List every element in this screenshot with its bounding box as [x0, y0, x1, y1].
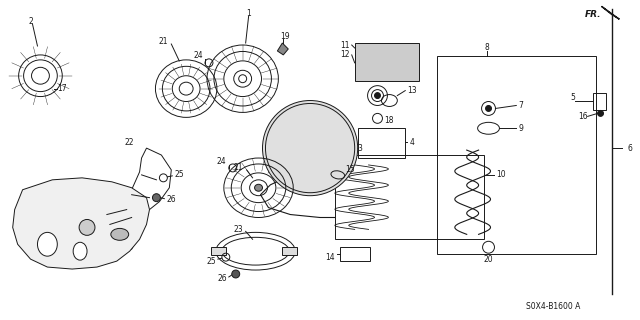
- Text: 14: 14: [325, 253, 335, 262]
- Text: 20: 20: [484, 255, 493, 264]
- Text: 19: 19: [280, 32, 290, 41]
- Text: 1: 1: [246, 9, 251, 18]
- Circle shape: [262, 100, 358, 196]
- Text: 22: 22: [125, 138, 134, 147]
- Text: 24: 24: [193, 52, 203, 60]
- Text: 24: 24: [216, 157, 226, 166]
- Bar: [340, 247, 369, 261]
- Text: 18: 18: [385, 116, 394, 125]
- Ellipse shape: [38, 232, 58, 256]
- Text: 4: 4: [409, 138, 414, 147]
- Bar: [282, 247, 297, 255]
- Text: 5: 5: [570, 93, 575, 102]
- Text: 15: 15: [307, 185, 316, 194]
- Text: 8: 8: [484, 44, 489, 52]
- Text: 6: 6: [627, 144, 632, 153]
- Ellipse shape: [111, 228, 129, 240]
- Circle shape: [232, 270, 240, 278]
- Bar: [437, 56, 596, 254]
- Ellipse shape: [73, 242, 87, 260]
- Text: 15: 15: [345, 165, 355, 174]
- Text: 21: 21: [233, 164, 243, 172]
- Polygon shape: [277, 43, 288, 55]
- Text: 17: 17: [58, 84, 67, 93]
- Text: 26: 26: [166, 195, 176, 204]
- Text: 11: 11: [340, 41, 349, 50]
- Text: 26: 26: [217, 275, 227, 284]
- Circle shape: [79, 220, 95, 235]
- Text: 25: 25: [206, 257, 216, 266]
- Text: 10: 10: [497, 170, 506, 180]
- Text: FR.: FR.: [585, 10, 601, 19]
- Bar: [593, 92, 607, 110]
- Text: 13: 13: [407, 86, 417, 95]
- Text: 7: 7: [518, 101, 523, 110]
- Text: 12: 12: [340, 51, 349, 60]
- Circle shape: [374, 92, 380, 99]
- Circle shape: [598, 110, 604, 116]
- Ellipse shape: [255, 184, 262, 191]
- Text: 16: 16: [578, 112, 588, 121]
- Bar: [335, 155, 484, 239]
- Polygon shape: [13, 178, 150, 269]
- Text: S0X4-B1600 A: S0X4-B1600 A: [526, 302, 580, 311]
- Circle shape: [486, 106, 492, 111]
- Text: 2: 2: [28, 17, 33, 26]
- Bar: [355, 43, 419, 81]
- Text: 21: 21: [159, 36, 168, 45]
- Text: 9: 9: [518, 124, 523, 133]
- Text: 3: 3: [358, 144, 362, 153]
- Circle shape: [152, 194, 161, 202]
- Polygon shape: [602, 6, 620, 19]
- Bar: [358, 128, 405, 158]
- Text: 23: 23: [233, 225, 243, 234]
- Bar: [211, 247, 226, 255]
- Text: 25: 25: [174, 170, 184, 180]
